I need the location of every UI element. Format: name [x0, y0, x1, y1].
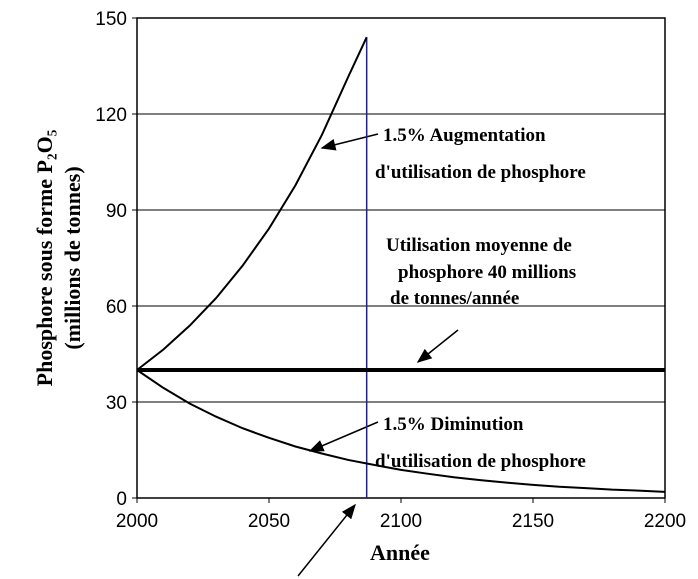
annotation: d'utilisation de phosphore: [375, 162, 586, 183]
x-tick-label: 2050: [248, 511, 290, 532]
annotation: 1.5% Augmentation: [383, 125, 546, 146]
annotation: Utilisation moyenne de: [386, 235, 572, 256]
y-axis-label: Phosphore sous forme P₂O₅: [32, 129, 57, 386]
annotation: phosphore 40 millions: [398, 262, 576, 283]
x-tick-label: 2200: [644, 511, 686, 532]
line: [136, 36, 368, 371]
arrows: [297, 133, 459, 577]
y-tick-label: 150: [95, 9, 127, 30]
annotation: de tonnes/année: [390, 288, 519, 309]
y-tick-label: 30: [106, 393, 127, 414]
y-tick-label: 90: [106, 201, 127, 222]
y-tick-label: 120: [95, 105, 127, 126]
y-tick-label: 60: [106, 297, 127, 318]
y-axis-label: (millions de tonnes): [60, 166, 85, 349]
x-axis-label: Année: [370, 540, 430, 565]
annotation: d'utilisation de phosphore: [375, 451, 586, 472]
y-tick-label: 0: [116, 489, 127, 510]
annotation: 1.5% Diminution: [383, 414, 524, 435]
x-tick-label: 2100: [380, 511, 422, 532]
x-tick-label: 2150: [512, 511, 554, 532]
plot-frame: [136, 17, 666, 499]
line: [136, 369, 666, 493]
x-tick-label: 2000: [116, 511, 158, 532]
